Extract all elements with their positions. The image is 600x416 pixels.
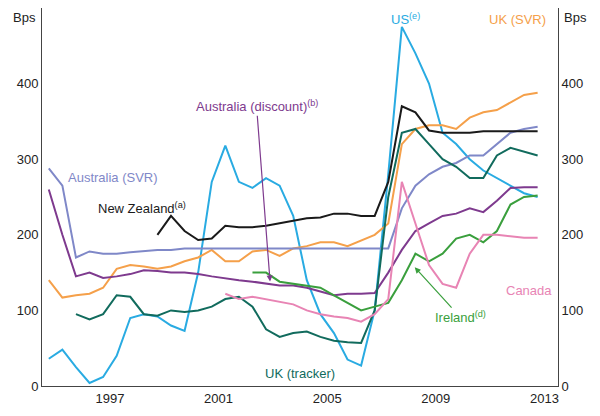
svg-text:100: 100 [562, 303, 584, 318]
svg-text:0: 0 [31, 379, 38, 394]
svg-text:400: 400 [562, 76, 584, 91]
svg-text:UK (SVR): UK (SVR) [489, 12, 546, 27]
svg-text:2005: 2005 [313, 391, 342, 406]
svg-text:Australia (SVR): Australia (SVR) [68, 170, 158, 185]
svg-text:Bps: Bps [13, 10, 36, 25]
svg-text:100: 100 [17, 303, 39, 318]
svg-text:300: 300 [17, 152, 39, 167]
svg-text:200: 200 [17, 227, 39, 242]
svg-text:Bps: Bps [564, 10, 587, 25]
svg-text:1997: 1997 [95, 391, 124, 406]
svg-text:300: 300 [562, 152, 584, 167]
svg-text:New Zealand​(a)​: New Zealand​(a)​ [98, 200, 186, 216]
svg-text:400: 400 [17, 76, 39, 91]
svg-text:0: 0 [562, 379, 569, 394]
svg-text:200: 200 [562, 227, 584, 242]
svg-text:2009: 2009 [421, 391, 450, 406]
svg-text:2001: 2001 [204, 391, 233, 406]
svg-text:Canada: Canada [506, 283, 552, 298]
svg-text:US​(e)​: US​(e)​ [391, 11, 420, 27]
svg-text:2013: 2013 [530, 391, 559, 406]
svg-text:Australia (discount)​(b)​: Australia (discount)​(b)​ [196, 98, 318, 114]
svg-text:UK (tracker): UK (tracker) [265, 366, 335, 381]
svg-text:Ireland​(d)​: Ireland​(d)​ [435, 309, 486, 325]
